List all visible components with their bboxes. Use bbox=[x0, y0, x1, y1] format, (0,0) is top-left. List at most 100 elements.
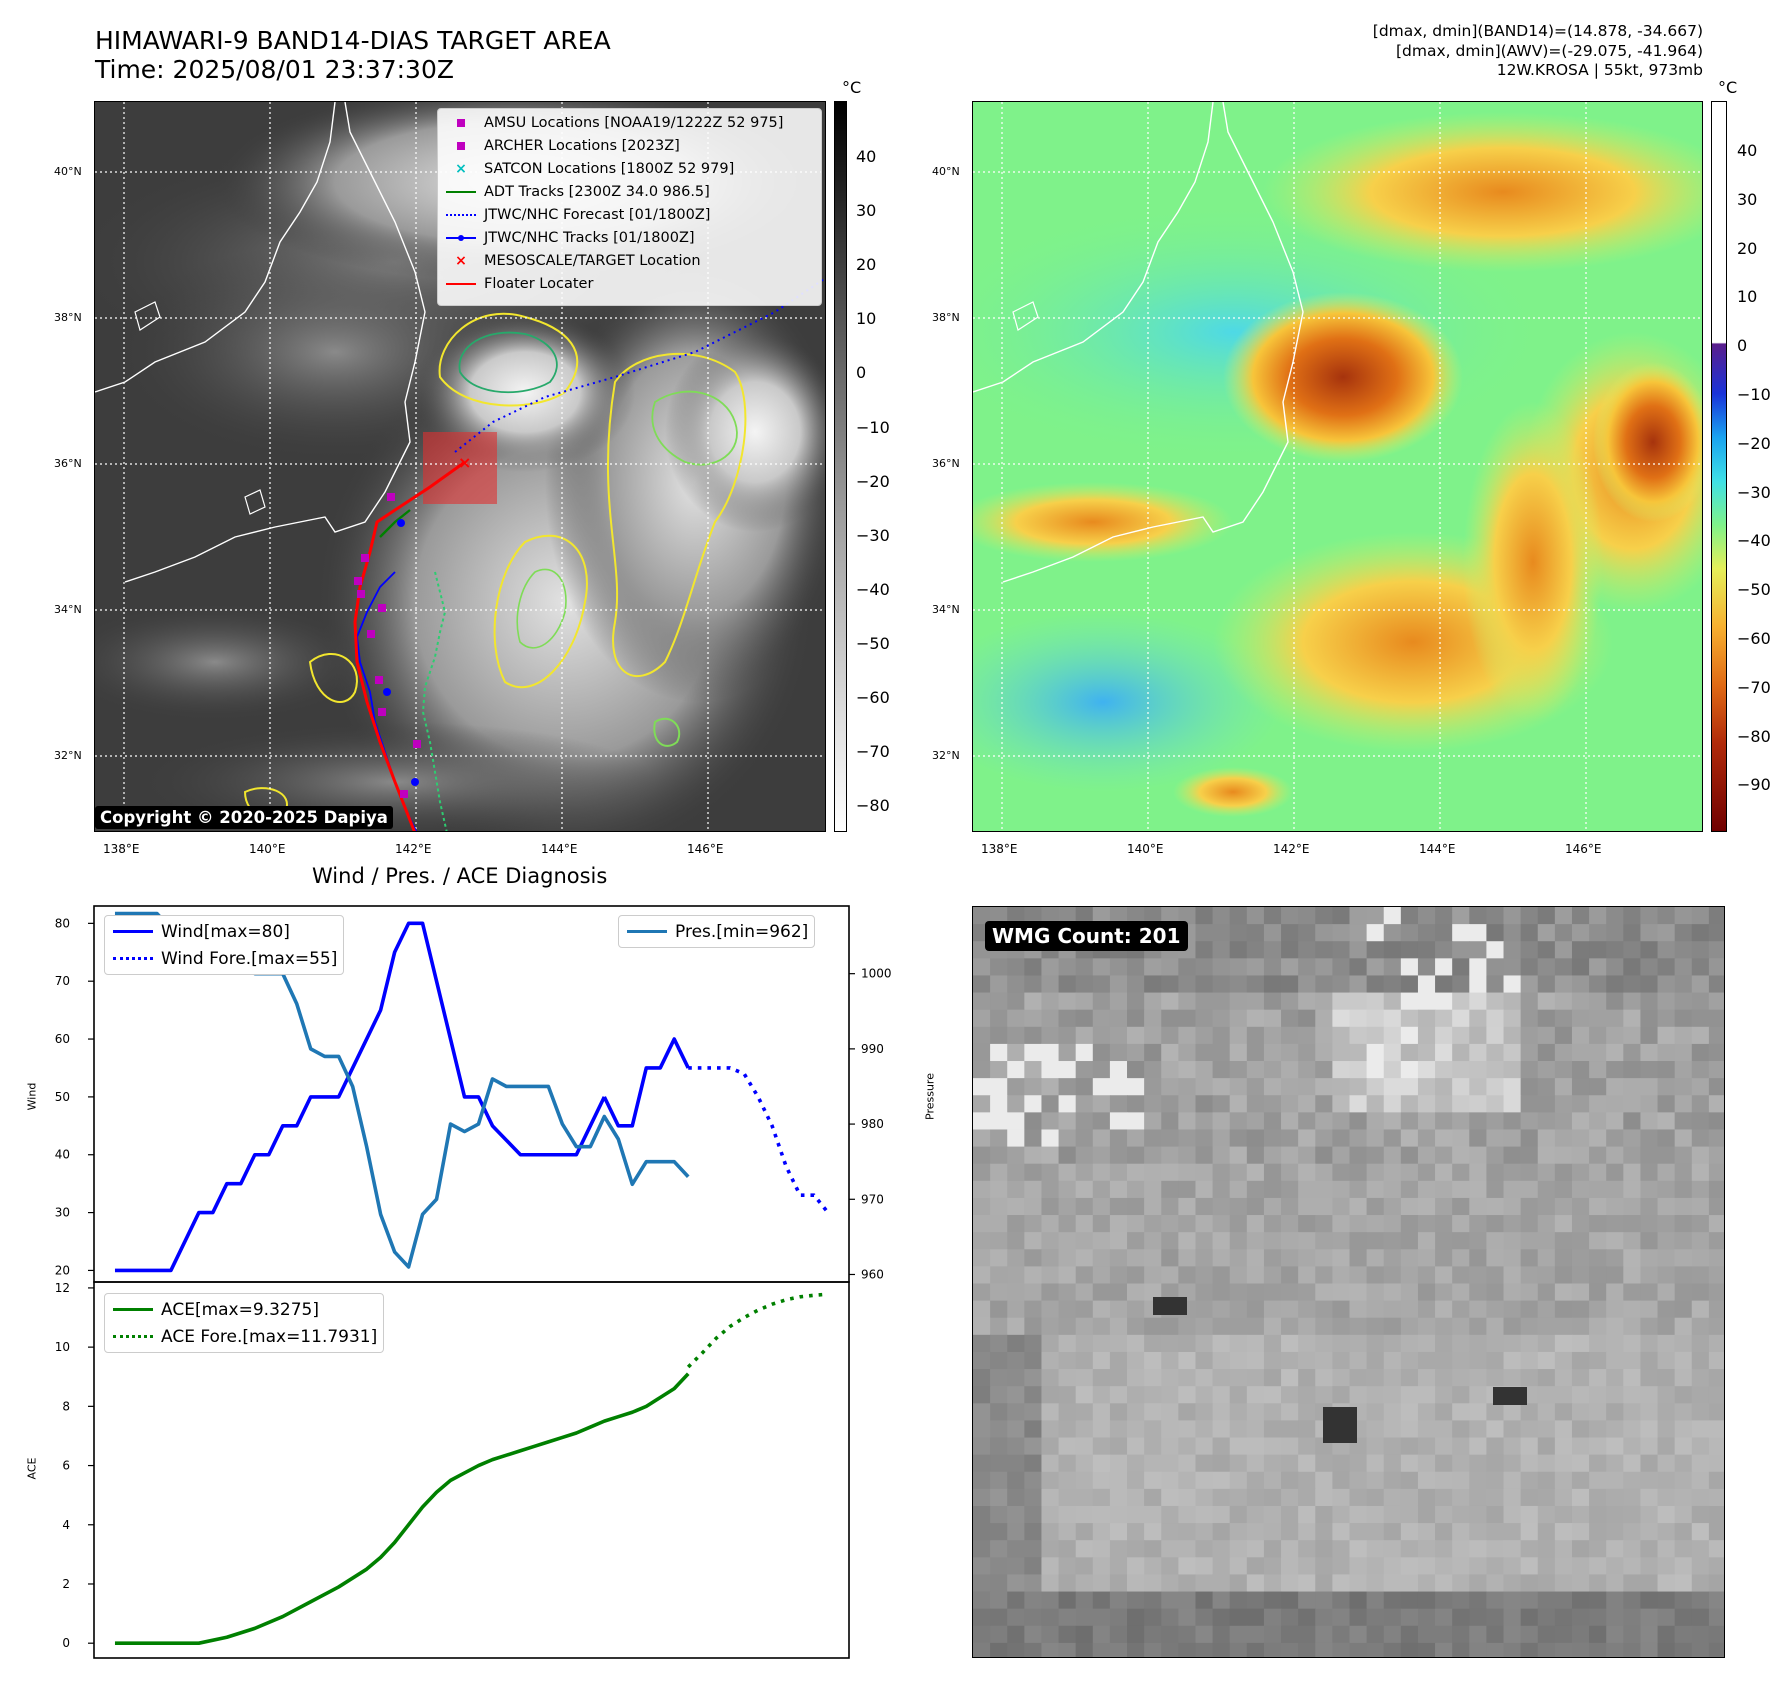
legend-item-amsu: AMSU Locations [NOAA19/1222Z 52 975] bbox=[438, 111, 821, 134]
wind-axis-tick-label: 60 bbox=[55, 1032, 70, 1046]
colorbar-tick-label: −80 bbox=[1737, 726, 1771, 746]
wmg-panel: WMG Count: 201 bbox=[972, 906, 1725, 1658]
legend-item-floater: Floater Locater bbox=[438, 272, 821, 295]
map-legend: AMSU Locations [NOAA19/1222Z 52 975] ARC… bbox=[437, 108, 822, 306]
colorbar-tick-label: 30 bbox=[1737, 189, 1758, 209]
legend-item-target: × MESOSCALE/TARGET Location bbox=[438, 249, 821, 272]
lon-label: 138°E bbox=[103, 842, 140, 856]
lat-label: 38°N bbox=[932, 311, 960, 324]
colorbar-unit: °C bbox=[1718, 78, 1738, 97]
line-icon bbox=[438, 190, 484, 193]
ace-series-line-0 bbox=[114, 1372, 690, 1645]
colorbar-tick-label: −40 bbox=[856, 579, 890, 599]
legend-item-adt: ADT Tracks [2300Z 34.0 986.5] bbox=[438, 180, 821, 203]
wind-axis-tick-label: 20 bbox=[55, 1263, 70, 1277]
colorbar-tick-label: −70 bbox=[1737, 677, 1771, 697]
colorbar-tick-label: 10 bbox=[1737, 287, 1758, 307]
line-dot-icon bbox=[438, 234, 484, 242]
colorbar-tick-label: −10 bbox=[856, 417, 890, 437]
pressure-axis-tick-label: 990 bbox=[861, 1042, 884, 1056]
diagnosis-title: Wind / Pres. / ACE Diagnosis bbox=[312, 864, 608, 888]
figure-stats: [dmax, dmin](BAND14)=(14.878, -34.667) [… bbox=[1373, 22, 1703, 81]
ace-axis-tick-label: 10 bbox=[55, 1340, 70, 1354]
awv-map-image bbox=[973, 102, 1702, 831]
wind-axis-tick-label: 70 bbox=[55, 974, 70, 988]
ace-axis-tick-label: 6 bbox=[62, 1459, 70, 1473]
lon-label: 138°E bbox=[981, 842, 1018, 856]
wind-series-line-1 bbox=[602, 1037, 690, 1128]
figure-title: HIMAWARI-9 BAND14-DIAS TARGET AREA Time:… bbox=[95, 26, 611, 84]
wind-series-line-2 bbox=[688, 1066, 830, 1214]
line-icon bbox=[105, 930, 161, 933]
legend-item-archer: ARCHER Locations [2023Z] bbox=[438, 134, 821, 157]
ace-axis-tick-label: 4 bbox=[62, 1518, 70, 1532]
pressure-axis-tick-label: 1000 bbox=[861, 967, 892, 981]
legend-item-wind: Wind[max=80] bbox=[105, 918, 343, 945]
legend-item-jtwc-tracks: JTWC/NHC Tracks [01/1800Z] bbox=[438, 226, 821, 249]
colorbar-unit: °C bbox=[842, 78, 862, 97]
colorbar-tick-label: −20 bbox=[1737, 433, 1771, 453]
lon-label: 144°E bbox=[1419, 842, 1456, 856]
lat-label: 32°N bbox=[54, 749, 82, 762]
colorbar-tick-label: 10 bbox=[856, 309, 877, 329]
lon-label: 140°E bbox=[1127, 842, 1164, 856]
dotted-line-icon bbox=[105, 957, 161, 960]
legend-item-satcon: × SATCON Locations [1800Z 52 979] bbox=[438, 157, 821, 180]
wmg-count-label: WMG Count: 201 bbox=[985, 921, 1188, 951]
colorbar-tick-label: −30 bbox=[1737, 482, 1771, 502]
colorbar-tick-label: 0 bbox=[856, 363, 867, 383]
wind-axis-tick-label: 50 bbox=[55, 1090, 70, 1104]
colorbar-tick-label: −50 bbox=[1737, 580, 1771, 600]
colorbar-tick-label: −10 bbox=[1737, 385, 1771, 404]
colorbar-left bbox=[834, 101, 847, 832]
wind-axis-tick-label: 80 bbox=[55, 916, 70, 930]
awv-map-panel bbox=[972, 101, 1703, 832]
legend-item-pressure: Pres.[min=962] bbox=[619, 918, 814, 945]
legend-item-ace-fore: ACE Fore.[max=11.7931] bbox=[105, 1323, 383, 1350]
pressure-axis-tick-label: 960 bbox=[861, 1267, 884, 1281]
lon-label: 140°E bbox=[249, 842, 286, 856]
legend-item-jtwc-forecast: JTWC/NHC Forecast [01/1800Z] bbox=[438, 203, 821, 226]
colorbar-tick-label: 30 bbox=[856, 201, 877, 221]
dotted-line-icon bbox=[438, 213, 484, 216]
svg-text:×: × bbox=[458, 453, 471, 472]
colorbar-tick-label: −20 bbox=[856, 471, 890, 491]
legend-item-ace: ACE[max=9.3275] bbox=[105, 1296, 383, 1323]
colorbar-tick-label: −80 bbox=[856, 796, 890, 816]
colorbar-tick-label: −70 bbox=[856, 742, 890, 762]
ace-series-line-1 bbox=[686, 1292, 829, 1369]
wmg-image bbox=[973, 907, 1724, 1657]
stats-band14: [dmax, dmin](BAND14)=(14.878, -34.667) bbox=[1372, 22, 1703, 40]
pressure-legend: Pres.[min=962] bbox=[618, 915, 816, 948]
lat-label: 38°N bbox=[54, 311, 82, 324]
copyright-label: Copyright © 2020-2025 Dapiya bbox=[95, 806, 393, 829]
colorbar-tick-label: −60 bbox=[1737, 629, 1771, 648]
ace-axes-frame bbox=[93, 1281, 850, 1659]
lon-label: 142°E bbox=[1273, 842, 1310, 856]
wind-axis-tick-label: 40 bbox=[55, 1148, 70, 1162]
line-icon bbox=[438, 282, 484, 285]
lon-label: 144°E bbox=[541, 842, 578, 856]
pressure-axis-tick-label: 970 bbox=[861, 1192, 884, 1206]
lon-label: 146°E bbox=[1565, 842, 1602, 856]
colorbar-tick-label: −30 bbox=[856, 525, 890, 545]
lon-label: 146°E bbox=[687, 842, 724, 856]
colorbar-tick-label: 20 bbox=[1737, 238, 1758, 258]
colorbar-tick-label: 40 bbox=[1737, 141, 1758, 160]
colorbar-tick-label: 40 bbox=[856, 147, 877, 166]
colorbar-tick-label: −50 bbox=[856, 633, 890, 653]
ace-axis-tick-label: 8 bbox=[62, 1399, 70, 1413]
lon-label: 142°E bbox=[395, 842, 432, 856]
lat-label: 36°N bbox=[932, 457, 960, 470]
colorbar-tick-label: 20 bbox=[856, 255, 877, 275]
lat-label: 34°N bbox=[54, 603, 82, 616]
lat-label: 40°N bbox=[54, 165, 82, 178]
lat-label: 36°N bbox=[54, 457, 82, 470]
line-icon bbox=[105, 1308, 161, 1311]
ace-axis-tick-label: 0 bbox=[62, 1636, 70, 1650]
title-line-1: HIMAWARI-9 BAND14-DIAS TARGET AREA bbox=[95, 26, 611, 55]
dotted-line-icon bbox=[105, 1335, 161, 1338]
pressure-axis-tick-label: 980 bbox=[861, 1117, 884, 1131]
x-marker-icon: × bbox=[455, 160, 467, 177]
